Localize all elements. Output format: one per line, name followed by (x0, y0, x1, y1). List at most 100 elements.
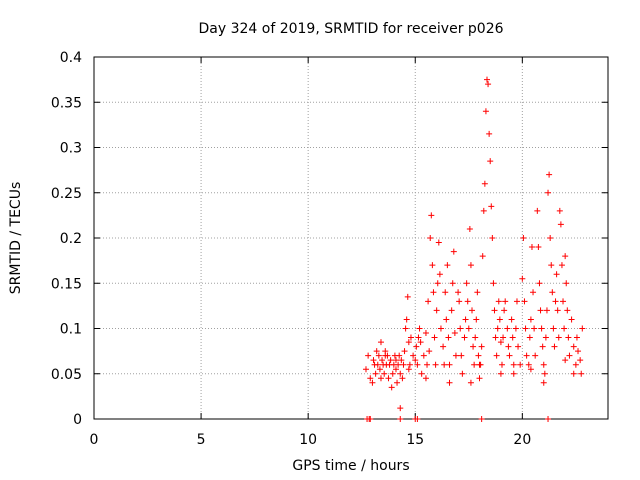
data-point (557, 221, 564, 228)
data-point (495, 298, 502, 305)
x-tick-label: 20 (513, 432, 531, 448)
y-tick-label: 0.2 (60, 231, 82, 247)
data-point (445, 334, 452, 341)
data-point (435, 239, 442, 246)
data-point (362, 366, 369, 373)
data-point (472, 334, 479, 341)
data-point (492, 334, 499, 341)
data-point (398, 357, 405, 364)
data-point (441, 361, 448, 368)
data-point (462, 316, 469, 323)
data-point (381, 370, 388, 377)
data-point (485, 81, 492, 88)
y-tick-label: 0.05 (51, 367, 82, 383)
data-point (458, 352, 465, 359)
data-point (491, 307, 498, 314)
data-point (546, 171, 553, 178)
data-point (570, 370, 577, 377)
data-point (369, 379, 376, 386)
data-point (365, 352, 372, 359)
data-point (504, 325, 511, 332)
data-point (392, 366, 399, 373)
data-point (565, 334, 572, 341)
data-point (464, 298, 471, 305)
data-point (450, 248, 457, 255)
data-point (534, 207, 541, 214)
data-point (522, 325, 529, 332)
data-point (399, 375, 406, 382)
data-point (431, 334, 438, 341)
y-tick-label: 0.25 (51, 186, 82, 202)
data-point (545, 416, 552, 422)
data-point (463, 280, 470, 287)
data-point (449, 280, 456, 287)
data-point (487, 158, 494, 165)
data-point (422, 375, 429, 382)
y-tick-label: 0.3 (60, 141, 82, 157)
data-point (494, 325, 501, 332)
data-point (430, 289, 437, 296)
data-point (513, 298, 520, 305)
data-point (473, 316, 480, 323)
y-tick-label: 0.15 (51, 276, 82, 292)
x-tick-label: 5 (197, 432, 206, 448)
chart-title: Day 324 of 2019, SRMTID for receiver p02… (198, 21, 503, 37)
data-point (519, 275, 526, 282)
data-point (446, 361, 453, 368)
data-point (530, 289, 537, 296)
data-point (556, 207, 563, 214)
data-point (549, 289, 556, 296)
data-point (497, 370, 504, 377)
y-axis-label: SRMTID / TECUs (8, 182, 24, 295)
data-point (541, 370, 548, 377)
data-point (476, 361, 483, 368)
data-point (539, 343, 546, 350)
data-point (552, 298, 559, 305)
data-point (394, 379, 401, 386)
data-point (558, 262, 565, 269)
data-point (510, 370, 517, 377)
data-point (420, 352, 427, 359)
data-point (506, 352, 513, 359)
data-point (532, 352, 539, 359)
data-point (547, 235, 554, 241)
data-point (517, 361, 524, 368)
data-point (498, 361, 505, 368)
data-point (563, 280, 570, 287)
data-point (481, 180, 488, 187)
data-point (434, 280, 441, 287)
data-point (515, 343, 522, 350)
data-point (376, 366, 383, 373)
data-point (404, 293, 411, 300)
data-point (523, 352, 530, 359)
data-point (531, 325, 538, 332)
data-point (414, 361, 421, 368)
y-tick-label: 0.35 (51, 95, 82, 111)
data-point (505, 343, 512, 350)
data-point (382, 352, 389, 359)
data-point (528, 244, 535, 251)
data-point (488, 203, 495, 210)
data-point (457, 325, 464, 332)
data-point (545, 189, 552, 196)
data-point (510, 361, 517, 368)
data-point (367, 416, 374, 422)
y-tick-label: 0 (73, 412, 82, 428)
data-point (416, 325, 423, 332)
data-point (577, 357, 584, 364)
data-point (456, 298, 463, 305)
data-point (471, 361, 478, 368)
data-point (537, 307, 544, 314)
data-point (397, 416, 404, 422)
data-point (406, 361, 413, 368)
data-point (521, 298, 528, 305)
data-point (475, 352, 482, 359)
data-point (429, 262, 436, 269)
data-point (479, 253, 486, 260)
data-point (540, 379, 547, 386)
data-point (443, 316, 450, 323)
data-point (375, 352, 382, 359)
data-point (403, 316, 410, 323)
data-point (465, 325, 472, 332)
